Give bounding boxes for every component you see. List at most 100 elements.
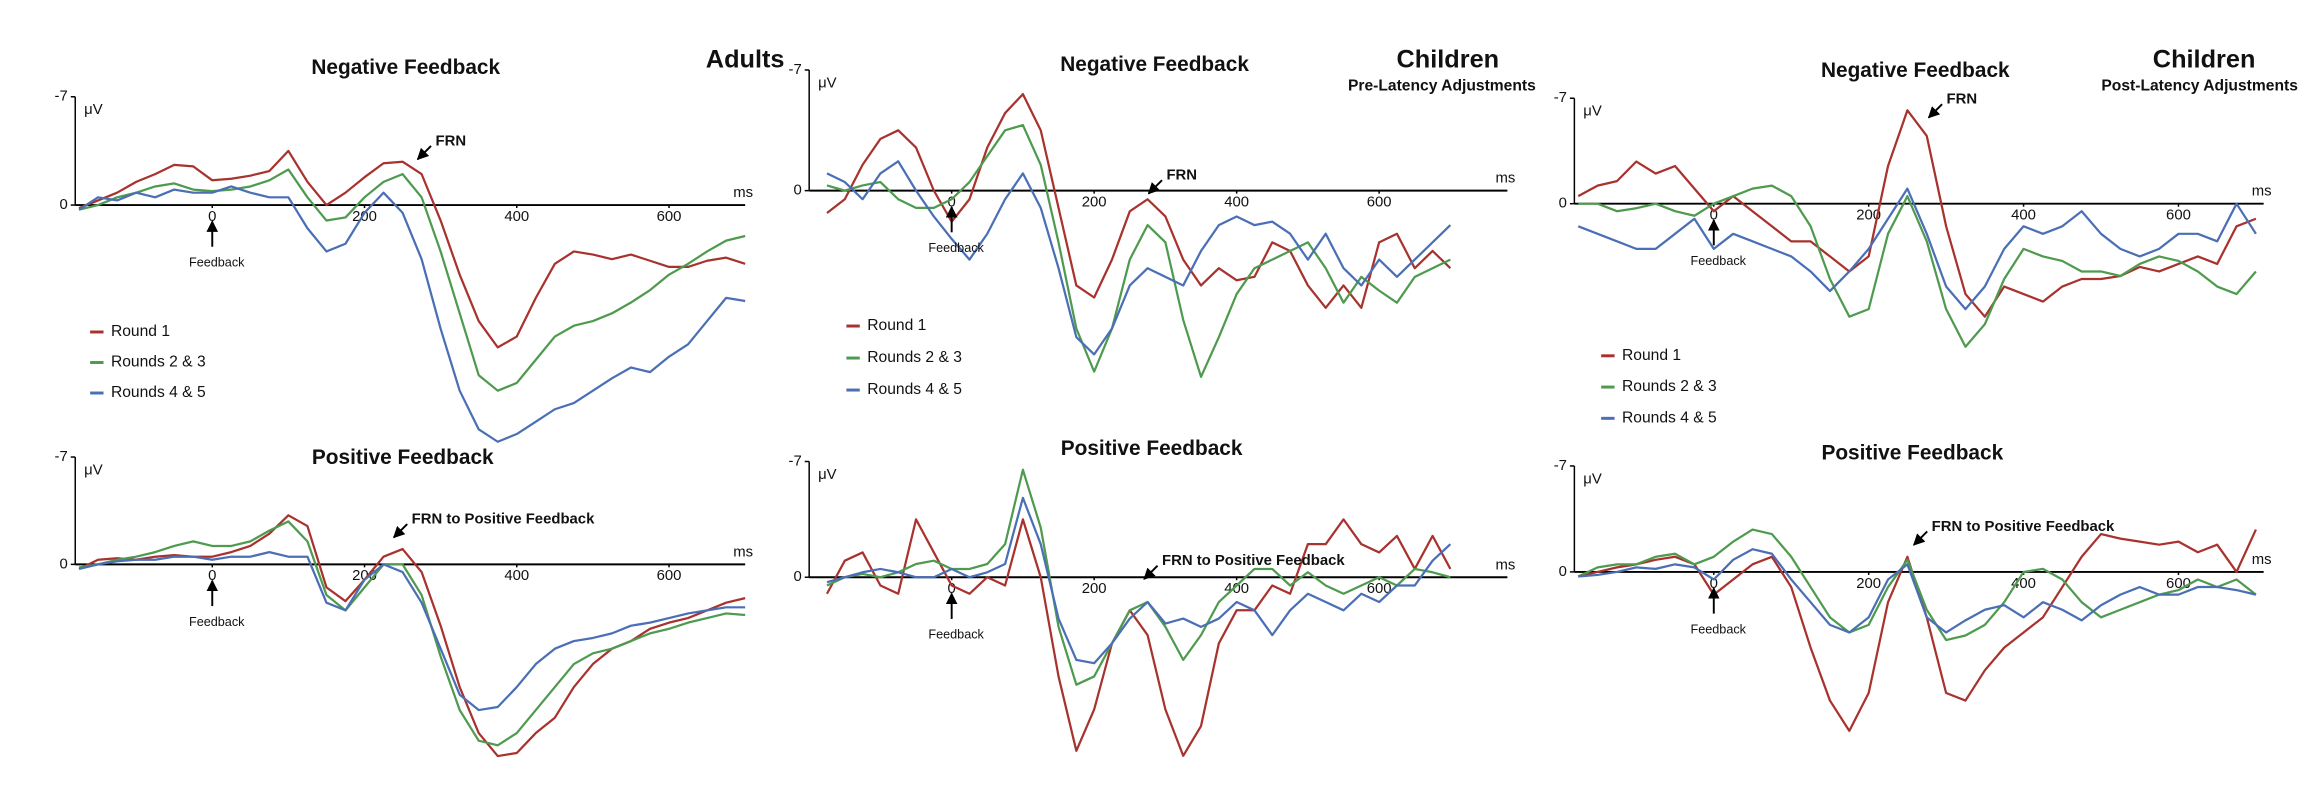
frn-label: FRN — [1166, 168, 1197, 184]
x-tick-label: 400 — [1224, 194, 1249, 210]
feedback-label: Feedback — [1690, 622, 1746, 636]
frn-arrow — [416, 145, 432, 161]
group-title: Children — [1397, 46, 1500, 74]
x-axis-label: ms — [733, 544, 753, 560]
feedback-label: Feedback — [1690, 254, 1746, 268]
series-line — [1577, 529, 2257, 732]
series-line — [1577, 109, 2257, 318]
legend-label: Rounds 4 & 5 — [1622, 409, 1717, 426]
frn-label: FRN to Positive Feedback — [1162, 553, 1345, 569]
y-tick-label: 0 — [1559, 196, 1567, 212]
panel-title: Positive Feedback — [1061, 437, 1243, 460]
y-tick-label: 0 — [793, 569, 801, 585]
x-tick-label: 600 — [1367, 194, 1392, 210]
x-axis-label: ms — [2252, 184, 2272, 200]
y-tick-label: 0 — [60, 197, 68, 213]
group-title: Children — [2153, 46, 2256, 74]
y-tick-label: -7 — [55, 449, 68, 465]
x-tick-label: 600 — [2166, 208, 2191, 224]
frn-arrow — [392, 523, 408, 539]
y-axis-label: μV — [84, 462, 103, 478]
panel-title: Negative Feedback — [1060, 53, 1249, 76]
x-tick-label: 400 — [2011, 208, 2036, 224]
y-tick-label: 0 — [793, 183, 801, 199]
x-tick-label: 0 — [208, 568, 216, 584]
group-title: Adults — [706, 46, 785, 74]
y-tick-label: 0 — [1559, 564, 1567, 580]
x-tick-label: 400 — [504, 209, 529, 225]
y-axis-label: μV — [1583, 471, 1602, 487]
series-line — [826, 496, 1452, 665]
x-tick-label: 0 — [1710, 576, 1718, 592]
feedback-label: Feedback — [928, 241, 984, 255]
x-axis-label: ms — [1495, 171, 1515, 187]
series-line — [78, 185, 746, 443]
feedback-label: Feedback — [189, 615, 245, 629]
feedback-label: Feedback — [189, 255, 245, 269]
series-line — [1578, 184, 2257, 348]
x-tick-label: 0 — [948, 194, 956, 210]
x-tick-label: 200 — [1856, 208, 1881, 224]
y-tick-label: -7 — [788, 62, 801, 78]
y-axis-label: μV — [818, 467, 837, 483]
x-tick-label: 0 — [208, 209, 216, 225]
y-axis-label: μV — [818, 75, 837, 91]
y-tick-label: 0 — [60, 556, 68, 572]
frn-arrow — [1927, 103, 1943, 119]
frn-label: FRN — [436, 133, 467, 149]
feedback-label: Feedback — [928, 628, 984, 642]
frn-label: FRN to Positive Feedback — [412, 512, 595, 528]
series-line — [826, 124, 1451, 378]
series-line — [826, 160, 1452, 356]
frn-label: FRN — [1947, 92, 1978, 108]
x-tick-label: 200 — [1856, 576, 1881, 592]
series-line — [1577, 528, 2257, 642]
series-line — [825, 518, 1452, 757]
panel-title: Negative Feedback — [1821, 59, 2010, 82]
series-line — [78, 550, 746, 712]
panel-title: Positive Feedback — [312, 446, 494, 469]
legend-label: Rounds 2 & 3 — [1622, 378, 1717, 395]
x-axis-label: ms — [733, 185, 753, 201]
series-line — [78, 168, 746, 392]
y-tick-label: -7 — [55, 89, 68, 105]
x-tick-label: 600 — [1367, 581, 1392, 597]
x-tick-label: 200 — [1082, 581, 1107, 597]
x-tick-label: 400 — [504, 568, 529, 584]
frn-arrow — [1912, 530, 1928, 546]
series-line — [1577, 187, 2257, 311]
x-tick-label: 600 — [657, 568, 682, 584]
x-tick-label: 600 — [657, 209, 682, 225]
group-subtitle: Pre-Latency Adjustments — [1348, 77, 1536, 94]
frn-label: FRN to Positive Feedback — [1932, 519, 2115, 535]
legend-label: Rounds 2 & 3 — [111, 354, 206, 371]
legend-label: Rounds 4 & 5 — [867, 381, 962, 398]
x-axis-label: ms — [1495, 557, 1515, 573]
x-tick-label: 0 — [948, 581, 956, 597]
legend-label: Round 1 — [111, 323, 170, 340]
series-line — [1578, 548, 2257, 634]
legend-label: Rounds 2 & 3 — [867, 349, 962, 366]
series-line — [826, 468, 1451, 686]
x-axis-label: ms — [2252, 552, 2272, 568]
y-tick-label: -7 — [788, 453, 801, 469]
y-axis-label: μV — [1583, 104, 1602, 120]
panel-title: Negative Feedback — [311, 56, 500, 79]
y-axis-label: μV — [84, 102, 103, 118]
series-line — [78, 520, 746, 747]
frn-arrow — [1147, 179, 1163, 195]
panel-title: Positive Feedback — [1821, 442, 2003, 465]
series-line — [826, 92, 1452, 309]
x-tick-label: 400 — [1224, 581, 1249, 597]
x-tick-label: 0 — [1710, 208, 1718, 224]
legend-label: Round 1 — [867, 317, 926, 334]
frn-arrow — [1143, 565, 1159, 580]
series-line — [78, 149, 746, 349]
group-subtitle: Post-Latency Adjustments — [2101, 77, 2298, 94]
x-tick-label: 200 — [1082, 194, 1107, 210]
legend-label: Round 1 — [1622, 347, 1681, 364]
y-tick-label: -7 — [1554, 90, 1567, 106]
legend-label: Rounds 4 & 5 — [111, 384, 206, 401]
